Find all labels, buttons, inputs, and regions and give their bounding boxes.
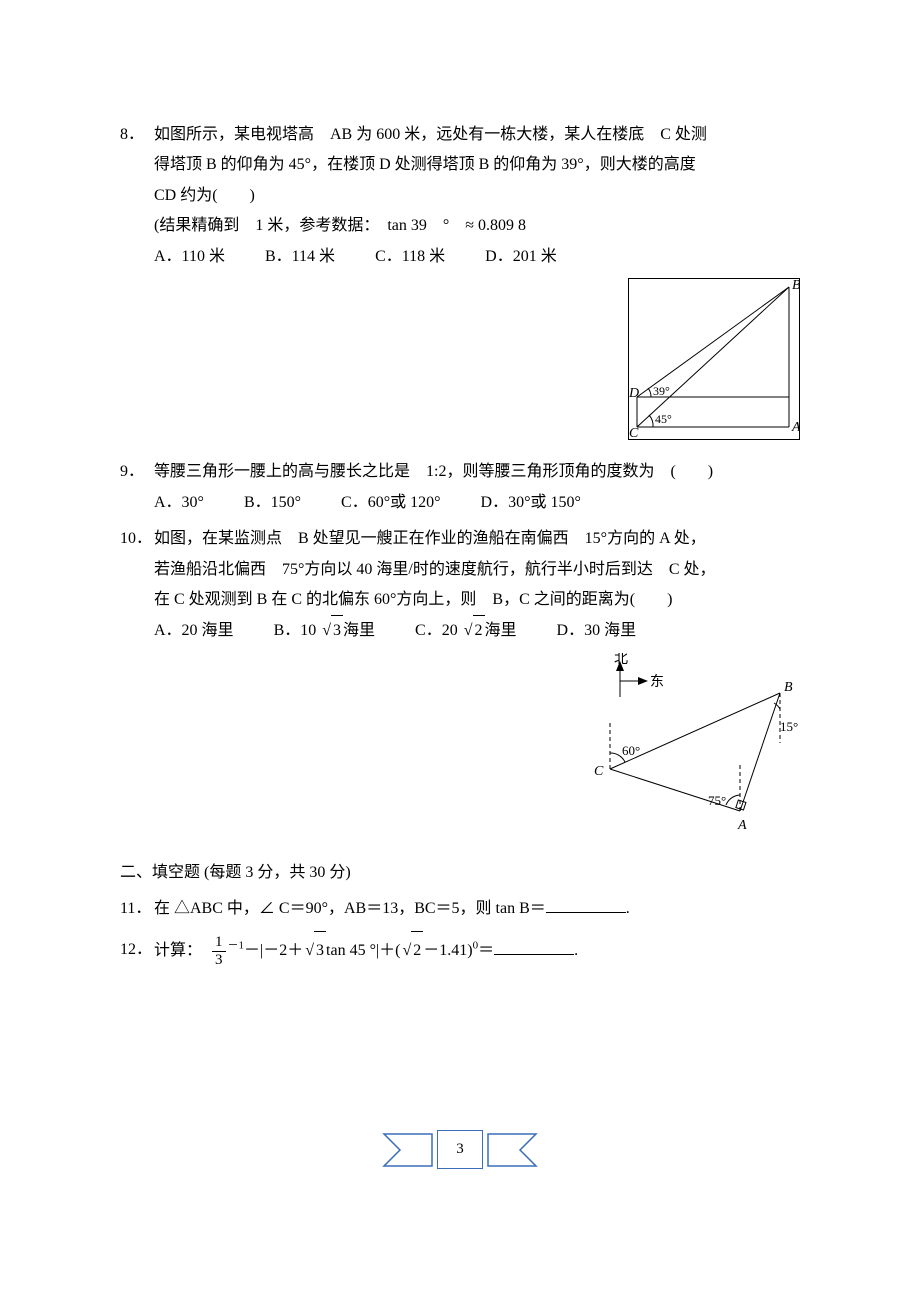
q10-body: 10． 如图，在某监测点 B 处望见一艘正在作业的渔船在南偏西 15°方向的 A… bbox=[120, 524, 800, 615]
frac-num: 1 bbox=[212, 934, 226, 952]
q10-opt-b-rad: 3 bbox=[331, 615, 343, 646]
q8-label-C: C bbox=[629, 426, 639, 440]
section-2-title: 二、填空题 (每题 3 分，共 30 分) bbox=[120, 858, 800, 888]
q8-opt-c: C．118 米 bbox=[375, 242, 445, 272]
q10-opt-a: A．20 海里 bbox=[154, 616, 234, 646]
page-number-wrap: 3 bbox=[120, 1130, 800, 1169]
q10-label-B: B bbox=[784, 680, 793, 695]
q12-rad2: 2 bbox=[411, 931, 423, 970]
q8-label-B: B bbox=[792, 278, 800, 293]
frac-den: 3 bbox=[212, 952, 226, 969]
blank-field bbox=[546, 896, 626, 913]
q10-opt-c-pre: C．20 bbox=[415, 622, 462, 639]
q8-opt-d: D．201 米 bbox=[485, 242, 557, 272]
q10-angle-75: 75° bbox=[708, 793, 726, 808]
question-11: 11． 在 △ABC 中，∠ C＝90°，AB＝13，BC＝5，则 tan B＝… bbox=[120, 894, 800, 924]
q10-figure: 北 东 B A C 60° 15° 75° bbox=[580, 653, 800, 833]
q9-opt-d: D．30°或 150° bbox=[481, 488, 581, 518]
q10-line2: 若渔船沿北偏西 75°方向以 40 海里/时的速度航行，航行半小时后到达 C 处… bbox=[154, 561, 716, 578]
q8-line2: 得塔顶 B 的仰角为 45°，在楼顶 D 处测得塔顶 B 的仰角为 39°，则大… bbox=[154, 156, 696, 173]
q10-opt-c: C．20 2海里 bbox=[415, 615, 516, 646]
page-number-box: 3 bbox=[437, 1130, 483, 1169]
q9-opt-a: A．30° bbox=[154, 488, 204, 518]
q11-body: 11． 在 △ABC 中，∠ C＝90°，AB＝13，BC＝5，则 tan B＝… bbox=[120, 894, 800, 924]
q10-line3: 在 C 处观测到 B 在 C 的北偏东 60°方向上，则 B，C 之间的距离为(… bbox=[154, 591, 672, 608]
blank-field bbox=[494, 938, 574, 955]
q10-angle-60: 60° bbox=[622, 743, 640, 758]
q9-number: 9． bbox=[120, 457, 144, 487]
q8-figure: B A C D 39° 45° bbox=[628, 278, 800, 440]
question-8: 8． 如图所示，某电视塔高 AB 为 600 米，远处有一栋大楼，某人在楼底 C… bbox=[120, 120, 800, 451]
question-10: 10． 如图，在某监测点 B 处望见一艘正在作业的渔船在南偏西 15°方向的 A… bbox=[120, 524, 800, 844]
ribbon-right-icon bbox=[486, 1132, 538, 1168]
compass-east: 东 bbox=[650, 674, 664, 690]
q9-opt-c: C．60°或 120° bbox=[341, 488, 440, 518]
page-number: 3 bbox=[456, 1141, 464, 1157]
q12-suf: . bbox=[574, 942, 578, 959]
q8-angle-39: 39° bbox=[653, 384, 670, 398]
q10-opt-b: B．10 3海里 bbox=[274, 615, 375, 646]
q9-opt-b: B．150° bbox=[244, 488, 301, 518]
q8-number: 8． bbox=[120, 120, 144, 150]
q10-number: 10． bbox=[120, 524, 152, 554]
q10-line1: 如图，在某监测点 B 处望见一艘正在作业的渔船在南偏西 15°方向的 A 处， bbox=[154, 530, 706, 547]
q10-opt-b-pre: B．10 bbox=[274, 622, 321, 639]
q8-angle-45: 45° bbox=[655, 412, 672, 426]
q12-pre: 计算： bbox=[154, 942, 210, 959]
q10-opt-b-suf: 海里 bbox=[343, 622, 375, 639]
q8-opt-b: B．114 米 bbox=[265, 242, 335, 272]
q10-angle-15: 15° bbox=[780, 719, 798, 734]
question-12: 12． 计算： 13－1－|－2＋3tan 45 °|＋(2－1.41)0＝. bbox=[120, 931, 800, 970]
q8-line1: 如图所示，某电视塔高 AB 为 600 米，远处有一栋大楼，某人在楼底 C 处测 bbox=[154, 126, 707, 143]
q8-line3: CD 约为( ) bbox=[154, 187, 255, 204]
q8-options: A．110 米 B．114 米 C．118 米 D．201 米 bbox=[120, 242, 800, 272]
q8-figure-wrap: B A C D 39° 45° bbox=[120, 278, 800, 451]
q10-options: A．20 海里 B．10 3海里 C．20 2海里 D．30 海里 bbox=[120, 615, 800, 646]
ribbon-left-icon bbox=[382, 1132, 434, 1168]
q9-text: 等腰三角形一腰上的高与腰长之比是 1:2，则等腰三角形顶角的度数为 ( ) bbox=[154, 463, 713, 480]
sqrt-icon: 3 bbox=[320, 615, 343, 646]
q10-label-A: A bbox=[737, 818, 747, 833]
q11-number: 11． bbox=[120, 894, 151, 924]
q9-body: 9． 等腰三角形一腰上的高与腰长之比是 1:2，则等腰三角形顶角的度数为 ( ) bbox=[120, 457, 800, 487]
q10-label-C: C bbox=[594, 764, 604, 779]
q8-label-D: D bbox=[628, 386, 639, 401]
q11-text-suf: . bbox=[626, 900, 630, 917]
exponent-1: －1 bbox=[228, 940, 245, 952]
sqrt-icon: 2 bbox=[462, 615, 485, 646]
q12-mid1: －|－2＋ bbox=[244, 942, 303, 959]
q12-mid2: tan 45 °|＋( bbox=[326, 942, 400, 959]
sqrt-icon: 3 bbox=[303, 931, 326, 970]
q9-options: A．30° B．150° C．60°或 120° D．30°或 150° bbox=[120, 488, 800, 518]
q10-opt-d: D．30 海里 bbox=[557, 616, 637, 646]
q8-label-A: A bbox=[791, 420, 800, 435]
q10-opt-c-rad: 2 bbox=[473, 615, 485, 646]
q8-body: 8． 如图所示，某电视塔高 AB 为 600 米，远处有一栋大楼，某人在楼底 C… bbox=[120, 120, 800, 242]
q8-opt-a: A．110 米 bbox=[154, 242, 225, 272]
q12-rad1: 3 bbox=[314, 931, 326, 970]
fraction: 13 bbox=[212, 934, 226, 968]
question-9: 9． 等腰三角形一腰上的高与腰长之比是 1:2，则等腰三角形顶角的度数为 ( )… bbox=[120, 457, 800, 518]
q12-body: 12． 计算： 13－1－|－2＋3tan 45 °|＋(2－1.41)0＝. bbox=[120, 931, 800, 970]
q8-line4: (结果精确到 1 米，参考数据： tan 39 ° ≈ 0.809 8 bbox=[154, 217, 526, 234]
q11-text-pre: 在 △ABC 中，∠ C＝90°，AB＝13，BC＝5，则 tan B＝ bbox=[154, 900, 546, 917]
sqrt-icon: 2 bbox=[401, 931, 424, 970]
q12-mid3: －1.41) bbox=[423, 942, 472, 959]
q12-number: 12． bbox=[120, 931, 152, 969]
compass-north: 北 bbox=[614, 653, 628, 667]
q10-figure-wrap: 北 东 B A C 60° 15° 75° bbox=[120, 653, 800, 844]
q10-opt-c-suf: 海里 bbox=[485, 622, 517, 639]
q12-eq: ＝ bbox=[478, 942, 494, 959]
